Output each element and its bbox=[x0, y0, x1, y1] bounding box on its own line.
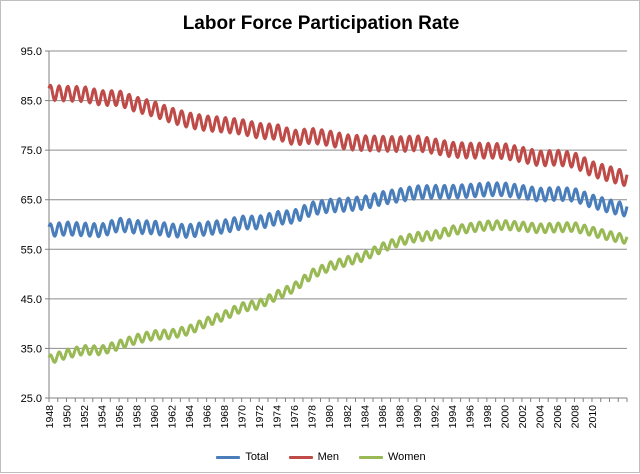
legend-label-total: Total bbox=[245, 451, 269, 463]
x-tick-label: 1974 bbox=[272, 405, 284, 429]
legend-item-women: Women bbox=[358, 451, 426, 463]
legend-label-women: Women bbox=[387, 451, 426, 463]
x-tick-label: 2010 bbox=[587, 405, 599, 429]
x-tick-label: 1994 bbox=[447, 405, 459, 429]
x-tick-label: 1976 bbox=[289, 405, 301, 429]
x-tick-label: 1982 bbox=[342, 405, 354, 429]
y-tick-label: 95.0 bbox=[21, 46, 42, 58]
x-tick-label: 1960 bbox=[149, 405, 161, 429]
x-tick-label: 1992 bbox=[429, 405, 441, 429]
x-tick-label: 1954 bbox=[97, 405, 109, 429]
x-tick-label: 1978 bbox=[307, 405, 319, 429]
x-tick-label: 1956 bbox=[114, 405, 126, 429]
series-line-men bbox=[47, 83, 629, 187]
legend-swatch-total bbox=[216, 455, 241, 459]
x-tick-label: 1984 bbox=[359, 405, 371, 429]
x-tick-label: 1972 bbox=[254, 405, 266, 429]
x-tick-label: 1988 bbox=[394, 405, 406, 429]
x-tick-label: 2008 bbox=[569, 405, 581, 429]
y-tick-label: 35.0 bbox=[21, 343, 42, 355]
x-tick-label: 1948 bbox=[44, 405, 56, 429]
y-tick-label: 65.0 bbox=[21, 195, 42, 207]
x-tick-label: 1970 bbox=[237, 405, 249, 429]
y-tick-label: 45.0 bbox=[21, 294, 42, 306]
x-tick-label: 1980 bbox=[324, 405, 336, 429]
x-tick-label: 1968 bbox=[219, 405, 231, 429]
chart-title: Labor Force Participation Rate bbox=[182, 13, 460, 34]
legend-swatch-men bbox=[288, 455, 313, 459]
x-tick-label: 1966 bbox=[202, 405, 214, 429]
x-tick-label: 1998 bbox=[482, 405, 494, 429]
legend-item-men: Men bbox=[288, 451, 339, 463]
legend-label-men: Men bbox=[317, 451, 339, 463]
x-tick-label: 2000 bbox=[499, 405, 511, 429]
legend-item-total: Total bbox=[216, 451, 269, 463]
y-tick-label: 55.0 bbox=[21, 244, 42, 256]
x-tick-label: 2006 bbox=[552, 405, 564, 429]
x-tick-label: 1950 bbox=[62, 405, 74, 429]
legend-swatch-women bbox=[358, 455, 383, 459]
y-tick-label: 75.0 bbox=[21, 145, 42, 157]
x-tick-label: 2004 bbox=[534, 405, 546, 429]
x-tick-label: 2002 bbox=[517, 405, 529, 429]
y-tick-label: 25.0 bbox=[21, 393, 42, 405]
y-tick-label: 85.0 bbox=[21, 96, 42, 108]
series-line-total bbox=[47, 181, 629, 239]
series-line-women bbox=[47, 219, 629, 364]
x-tick-label: 1958 bbox=[132, 405, 144, 429]
x-tick-label: 1962 bbox=[167, 405, 179, 429]
x-tick-label: 1986 bbox=[377, 405, 389, 429]
x-tick-label: 1964 bbox=[184, 405, 196, 429]
legend: Total Men Women bbox=[1, 451, 640, 463]
x-tick-label: 1990 bbox=[412, 405, 424, 429]
x-tick-label: 1996 bbox=[464, 405, 476, 429]
x-tick-label: 1952 bbox=[79, 405, 91, 429]
